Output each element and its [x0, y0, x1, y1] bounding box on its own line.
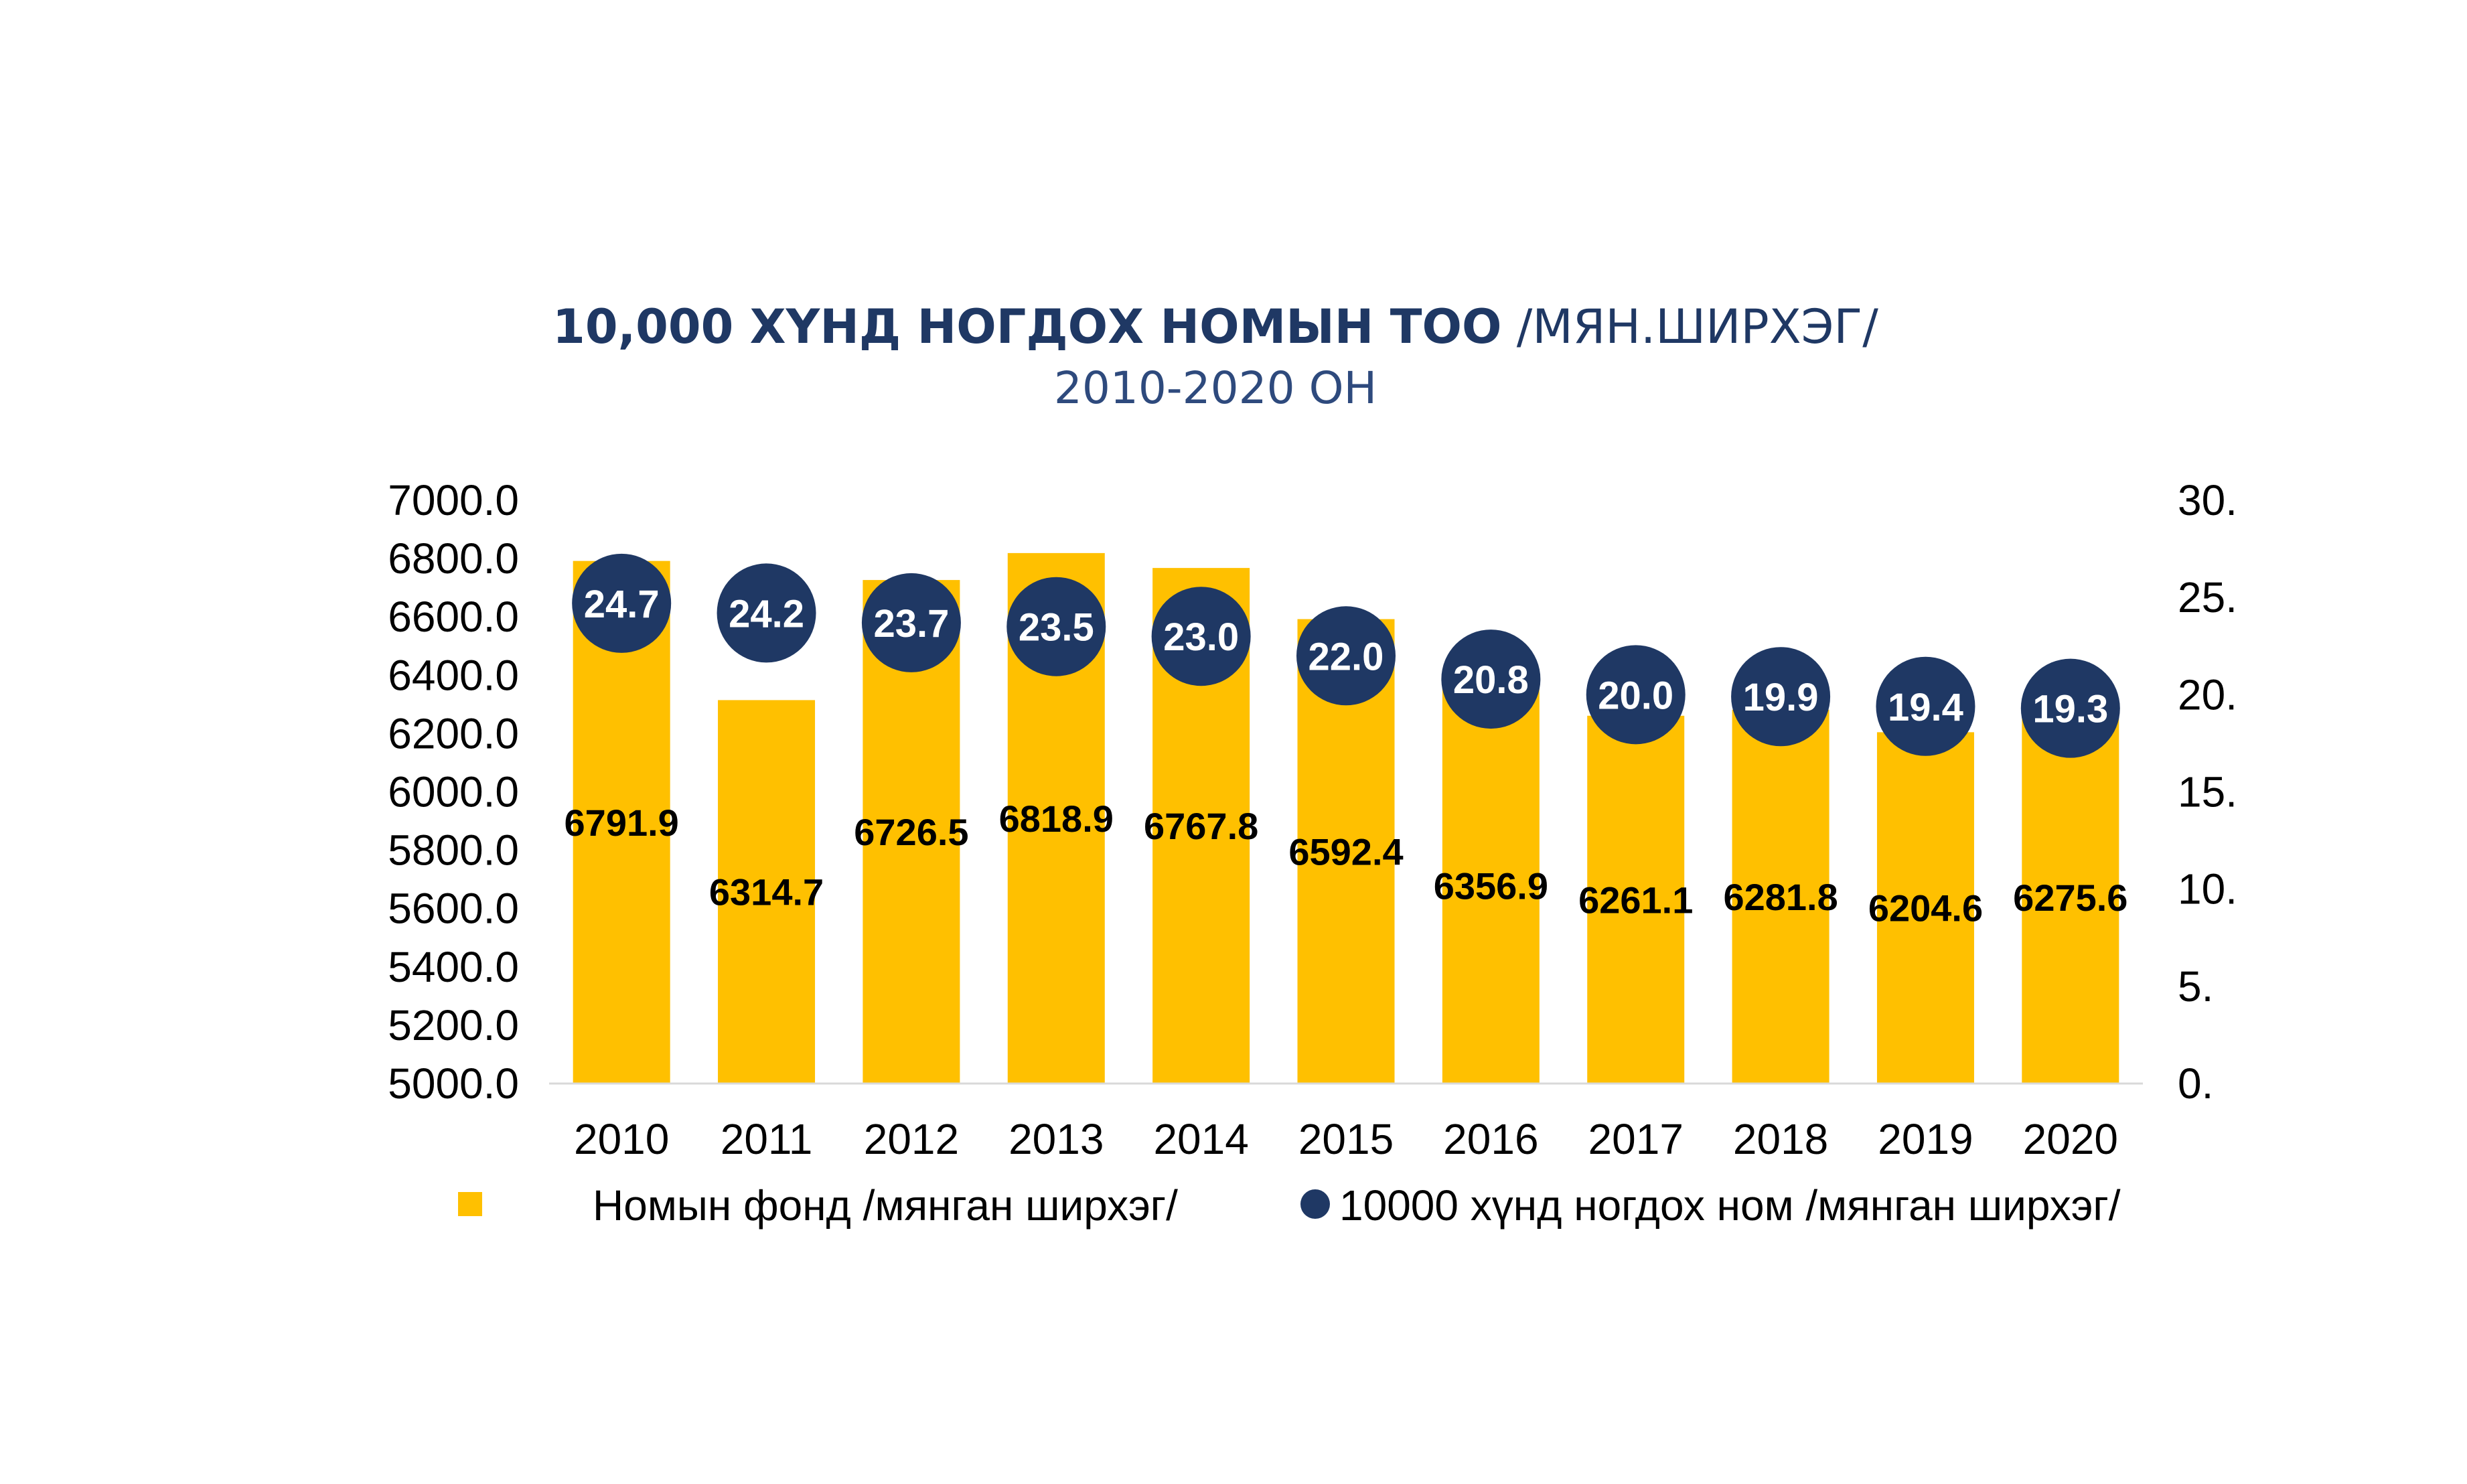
dot-marker	[717, 563, 816, 663]
dot-marker	[1586, 645, 1686, 745]
y-left-tick-label: 6000.0	[388, 768, 519, 816]
dot-value-label: 19.4	[1888, 686, 1963, 729]
chart-title: 10,000 ХҮНД НОГДОХ НОМЫН ТОО /МЯН.ШИРХЭГ…	[552, 299, 1878, 414]
legend-label: Номын фонд /мянган ширхэг/	[593, 1181, 1178, 1230]
bar-value-label: 6275.6	[2013, 877, 2127, 919]
y-left-tick-label: 5000.0	[388, 1059, 519, 1108]
bar-value-label: 6261.1	[1578, 879, 1693, 921]
y-right-tick-label: 30.	[2178, 476, 2237, 524]
bar-value-label: 6204.6	[1868, 887, 1983, 930]
dot-marker	[2020, 658, 2120, 758]
bar	[1442, 688, 1540, 1084]
bar-value-label: 6281.8	[1723, 876, 1838, 918]
bar-value-labels: 6791.9 6314.7 6726.5 6818.9 6767.8 6592.4 6356…	[565, 798, 2128, 930]
bar	[718, 700, 816, 1084]
y-right-tick-label: 0.	[2178, 1059, 2213, 1108]
y-left-tick-label: 6800.0	[388, 534, 519, 583]
left-axis: 5000.0 5200.0 5400.0 5600.0 5800.0 6000.0 6200…	[388, 476, 519, 1108]
legend: Номын фонд /мянган ширхэг/10000 хүнд ног…	[458, 1181, 2121, 1230]
dot-marker	[861, 573, 961, 672]
x-tick-label: 2017	[1588, 1115, 1684, 1163]
bar-value-label: 6726.5	[854, 811, 968, 853]
bar-value-label: 6818.9	[999, 798, 1114, 840]
dot-value-label: 19.3	[2032, 688, 2108, 731]
y-left-tick-label: 5200.0	[388, 1001, 519, 1049]
y-left-tick-label: 6600.0	[388, 593, 519, 641]
dot-value-label: 22.0	[1309, 635, 1384, 678]
right-axis: 0. 5. 10. 15. 20. 25. 30.	[2178, 476, 2237, 1108]
dot-marker	[572, 553, 672, 653]
y-left-tick-label: 5800.0	[388, 826, 519, 875]
legend-label: 10000 хүнд ногдох ном /мянган ширхэг/	[1339, 1181, 2121, 1230]
legend-swatch-square	[458, 1192, 482, 1216]
dot-marker	[1006, 577, 1106, 676]
bar-value-label: 6356.9	[1434, 865, 1548, 907]
chart-title-main: 10,000 ХҮНД НОГДОХ НОМЫН ТОО	[552, 299, 1501, 354]
dot-marker	[1876, 656, 1975, 756]
x-tick-label: 2018	[1733, 1115, 1828, 1163]
y-left-tick-label: 6200.0	[388, 709, 519, 757]
bar-value-label: 6592.4	[1288, 830, 1403, 873]
chart-subtitle: 2010-2020 ОН	[1054, 362, 1377, 414]
bar-value-label: 6791.9	[565, 802, 679, 844]
dot-value-label: 20.8	[1453, 658, 1529, 702]
y-left-tick-label: 5400.0	[388, 943, 519, 991]
chart-title-line: 10,000 ХҮНД НОГДОХ НОМЫН ТОО /МЯН.ШИРХЭГ…	[552, 299, 1878, 354]
y-left-tick-label: 5600.0	[388, 885, 519, 933]
x-tick-label: 2014	[1153, 1115, 1248, 1163]
x-tick-label: 2016	[1443, 1115, 1538, 1163]
dot-value-label: 23.0	[1163, 615, 1239, 659]
y-right-tick-label: 10.	[2178, 865, 2237, 913]
bar	[2022, 711, 2119, 1084]
bar	[1732, 709, 1829, 1084]
dot-marker	[1296, 606, 1396, 706]
dot-series: 24.7 24.2 23.7 23.5 23.0 22.0 20.8 20.0 19.9 19.4…	[572, 553, 2120, 758]
dot-value-label: 23.7	[873, 602, 949, 646]
y-right-tick-label: 25.	[2178, 573, 2237, 621]
bar-value-label: 6314.7	[709, 871, 824, 913]
x-tick-label: 2013	[1008, 1115, 1104, 1163]
dot-marker	[1441, 629, 1541, 729]
dot-value-label: 20.0	[1598, 674, 1673, 717]
dot-marker	[1151, 587, 1251, 686]
y-right-tick-label: 15.	[2178, 768, 2237, 816]
x-tick-label: 2010	[574, 1115, 669, 1163]
legend-swatch-circle	[1300, 1189, 1330, 1219]
bar	[1876, 732, 1974, 1084]
dot-value-label: 24.7	[584, 583, 660, 626]
dot-value-label: 23.5	[1019, 606, 1094, 650]
x-tick-label: 2019	[1878, 1115, 1973, 1163]
x-tick-label: 2015	[1298, 1115, 1394, 1163]
dot-value-label: 19.9	[1743, 676, 1819, 719]
y-left-tick-label: 6400.0	[388, 651, 519, 699]
legend-item-bars: Номын фонд /мянган ширхэг/	[458, 1181, 1178, 1230]
dot-marker	[1731, 647, 1831, 747]
bar-value-label: 6767.8	[1144, 805, 1258, 847]
bar	[1587, 715, 1685, 1084]
legend-item-dots: 10000 хүнд ногдох ном /мянган ширхэг/	[1300, 1181, 2121, 1230]
x-axis: 2010 2011 2012 2013 2014 2015 2016 2017 2018 2019…	[574, 1115, 2118, 1163]
chart-title-unit: /МЯН.ШИРХЭГ/	[1502, 299, 1879, 354]
x-tick-label: 2020	[2023, 1115, 2118, 1163]
y-left-tick-label: 7000.0	[388, 476, 519, 524]
x-tick-label: 2011	[721, 1115, 813, 1163]
dot-value-label: 24.2	[729, 592, 804, 636]
y-right-tick-label: 5.	[2178, 962, 2213, 1011]
x-tick-label: 2012	[864, 1115, 959, 1163]
y-right-tick-label: 20.	[2178, 670, 2237, 719]
